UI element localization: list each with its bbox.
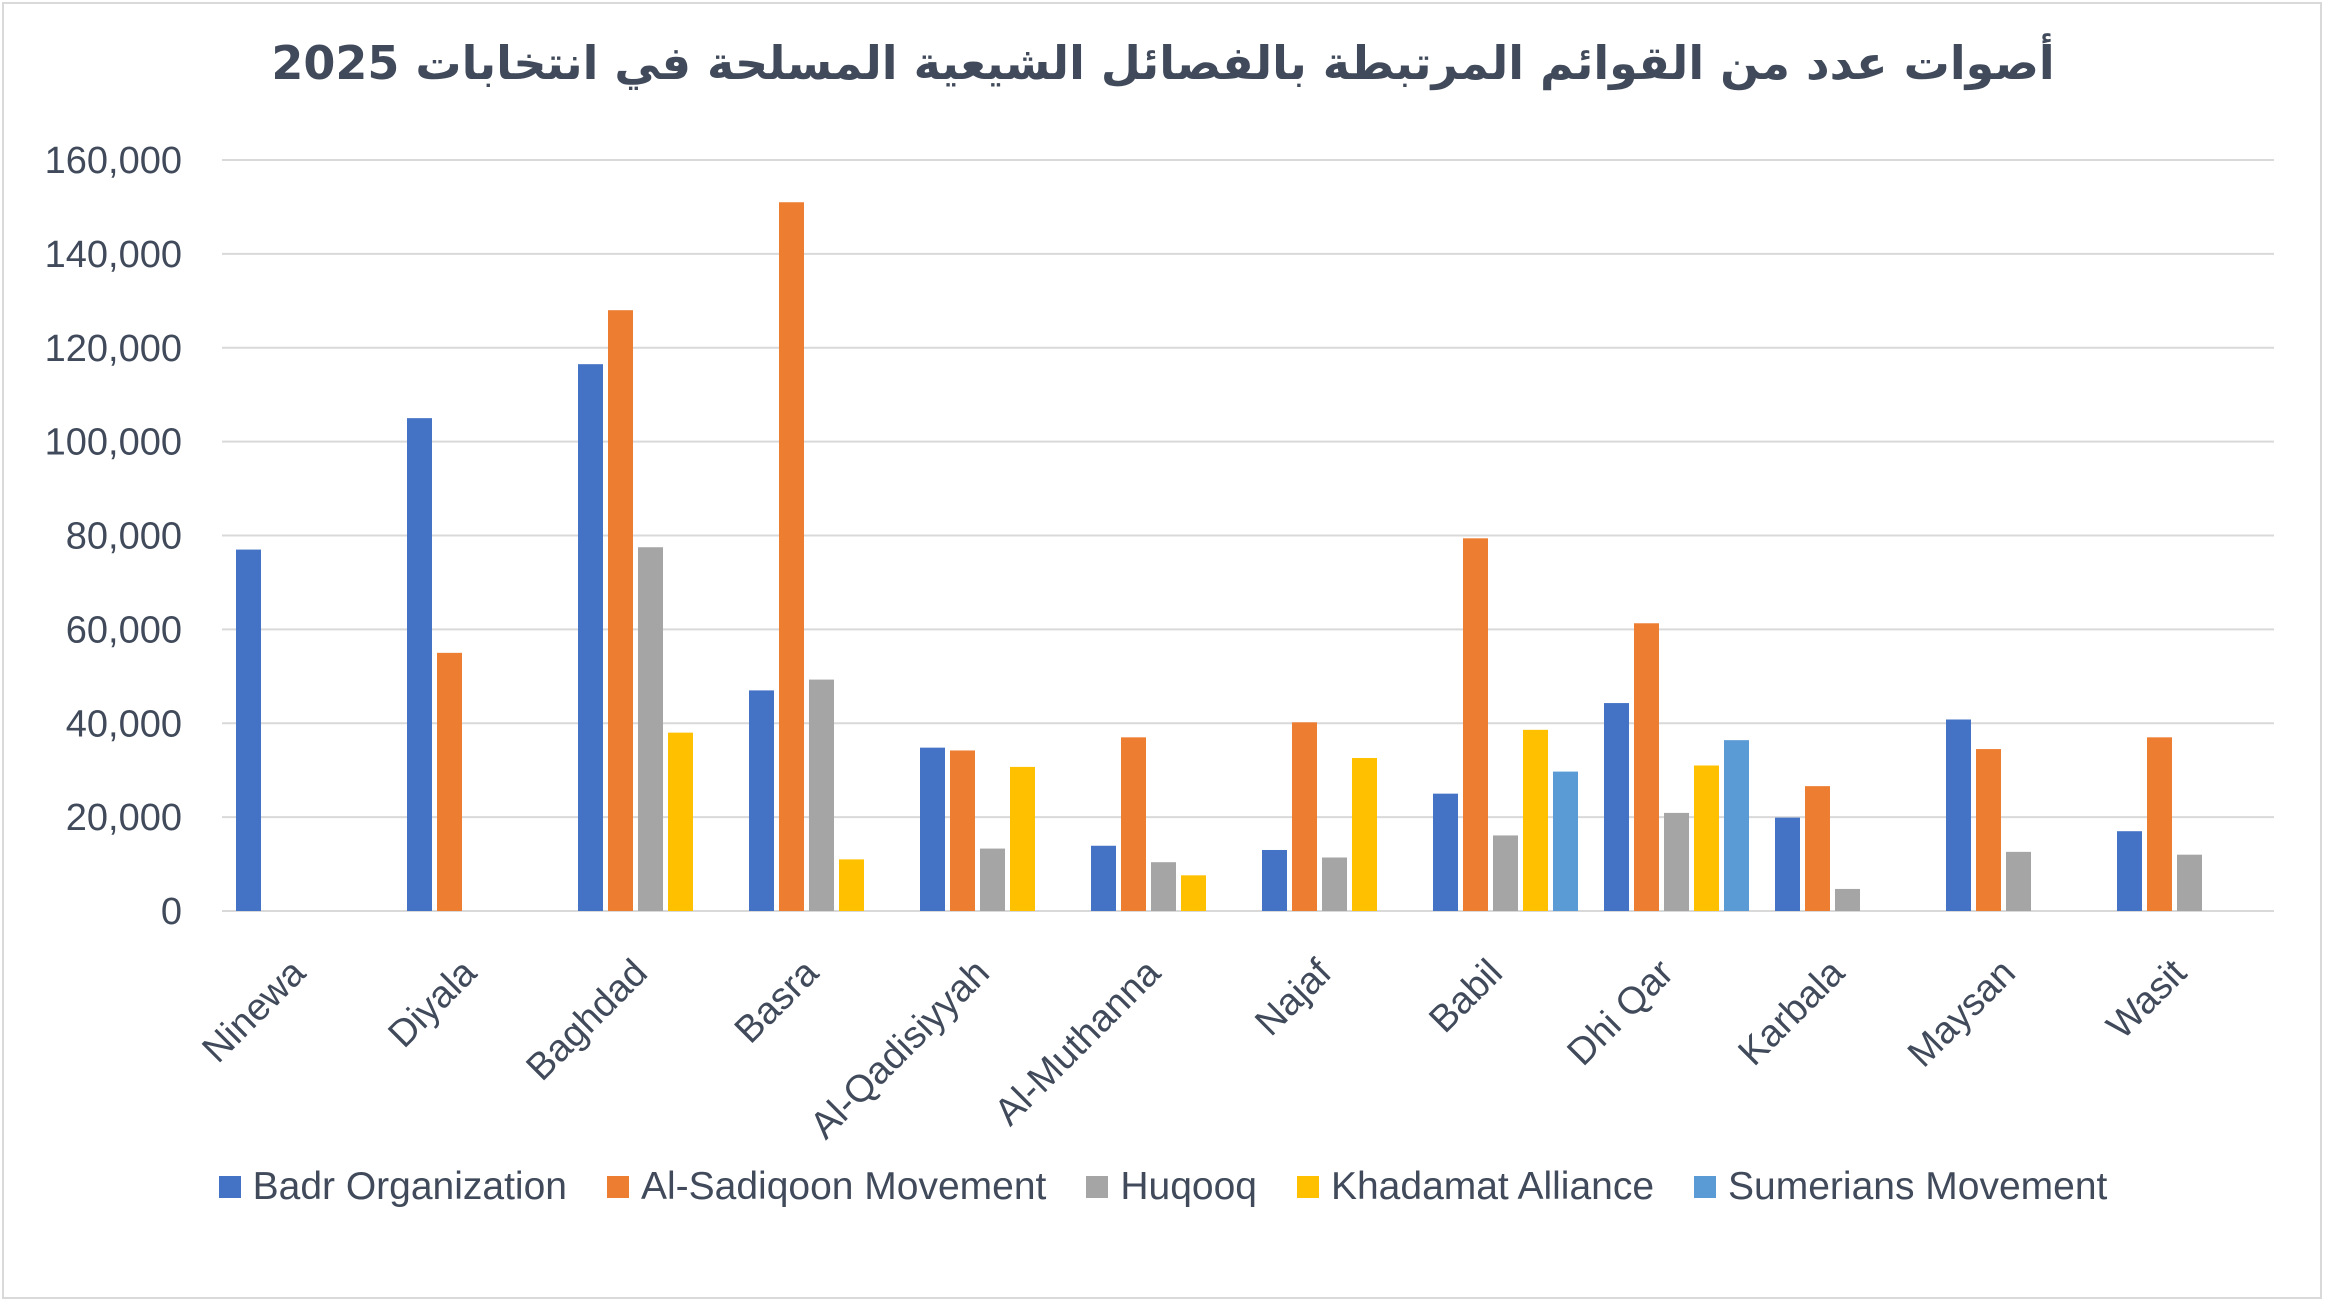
legend-item: Badr Organization [218, 1165, 567, 1209]
legend-label: Huqooq [1120, 1165, 1257, 1208]
x-category-label: Babil [1421, 952, 1510, 1041]
legend-swatch [1086, 1176, 1109, 1198]
bar-khadamat-alliance [1694, 765, 1719, 911]
x-category-label: Najaf [1247, 951, 1340, 1044]
x-category-label: Al-Qadisiyyah [802, 952, 997, 1147]
bar-al-sadiqoon-movement [608, 310, 633, 911]
bar-badr-organization [1775, 817, 1800, 911]
legend-item: Khadamat Alliance [1296, 1165, 1655, 1209]
legend-swatch [218, 1176, 241, 1198]
bar-badr-organization [920, 747, 945, 911]
legend-label: Khadamat Alliance [1330, 1165, 1655, 1208]
bar-al-sadiqoon-movement [437, 652, 462, 911]
bar-al-sadiqoon-movement [779, 202, 804, 911]
bar-huqooq [638, 547, 663, 911]
bar-al-sadiqoon-movement [2147, 737, 2172, 911]
bar-khadamat-alliance [668, 732, 693, 911]
bar-khadamat-alliance [839, 859, 864, 911]
bar-al-sadiqoon-movement [1292, 722, 1317, 911]
x-category-label: Karbala [1731, 951, 1854, 1074]
bar-badr-organization [236, 549, 261, 911]
legend-swatch [1296, 1176, 1319, 1198]
bar-badr-organization [749, 690, 774, 911]
bar-huqooq [2177, 854, 2202, 911]
x-category-label: Dhi Qar [1560, 951, 1683, 1074]
bar-al-sadiqoon-movement [1121, 737, 1146, 911]
bar-sumerians-movement [1553, 771, 1578, 911]
x-category-label: Basra [727, 951, 828, 1052]
y-tick-label: 0 [161, 891, 182, 933]
bar-huqooq [1835, 888, 1860, 911]
y-tick-label: 160,000 [45, 140, 182, 182]
bar-huqooq [1493, 835, 1518, 911]
bar-huqooq [980, 848, 1005, 911]
bar-huqooq [2006, 851, 2031, 911]
legend-label: Badr Organization [252, 1165, 567, 1208]
legend-item: Al-Sadiqoon Movement [606, 1165, 1047, 1209]
bar-badr-organization [1091, 845, 1116, 911]
x-category-label: Baghdad [519, 952, 656, 1089]
x-category-label: Al-Muthanna [987, 951, 1170, 1134]
bar-badr-organization [407, 418, 432, 911]
chart-title: أصوات عدد من القوائم المرتبطة بالفصائل ا… [271, 36, 2055, 90]
x-category-label: Diyala [380, 951, 485, 1056]
bar-huqooq [809, 679, 834, 911]
bar-huqooq [1664, 812, 1689, 911]
bar-badr-organization [1946, 719, 1971, 911]
x-category-label: Wasit [2099, 951, 2195, 1047]
bar-al-sadiqoon-movement [1634, 623, 1659, 911]
y-tick-label: 140,000 [45, 234, 182, 276]
y-tick-label: 120,000 [45, 328, 182, 370]
bar-khadamat-alliance [1010, 766, 1035, 911]
bar-al-sadiqoon-movement [950, 750, 975, 911]
y-tick-label: 20,000 [66, 797, 182, 839]
bar-khadamat-alliance [1523, 729, 1548, 911]
bar-badr-organization [1604, 703, 1629, 911]
x-category-label: Ninewa [195, 951, 315, 1071]
bar-khadamat-alliance [1181, 875, 1206, 911]
legend-item: Huqooq [1086, 1165, 1257, 1209]
legend-label: Al-Sadiqoon Movement [640, 1165, 1047, 1208]
bar-al-sadiqoon-movement [1463, 538, 1488, 911]
legend-label: Sumerians Movement [1728, 1165, 2108, 1208]
y-tick-label: 60,000 [66, 609, 182, 651]
legend-swatch [1694, 1176, 1717, 1198]
x-category-label: Maysan [1900, 952, 2024, 1076]
bar-badr-organization [1262, 849, 1287, 911]
bar-al-sadiqoon-movement [1805, 786, 1830, 911]
bar-huqooq [1322, 857, 1347, 911]
bar-al-sadiqoon-movement [1976, 749, 2001, 911]
bar-badr-organization [1433, 793, 1458, 911]
bar-badr-organization [578, 364, 603, 912]
bar-badr-organization [2117, 831, 2142, 911]
bar-khadamat-alliance [1352, 757, 1377, 911]
legend-item: Sumerians Movement [1694, 1165, 2107, 1209]
bar-sumerians-movement [1724, 740, 1749, 911]
legend: Badr Organization Al-Sadiqoon Movement Huq… [0, 1165, 2326, 1209]
y-tick-label: 80,000 [66, 516, 182, 558]
bar-huqooq [1151, 862, 1176, 911]
y-tick-label: 40,000 [66, 703, 182, 745]
y-tick-label: 100,000 [45, 422, 182, 464]
legend-swatch [606, 1176, 629, 1198]
